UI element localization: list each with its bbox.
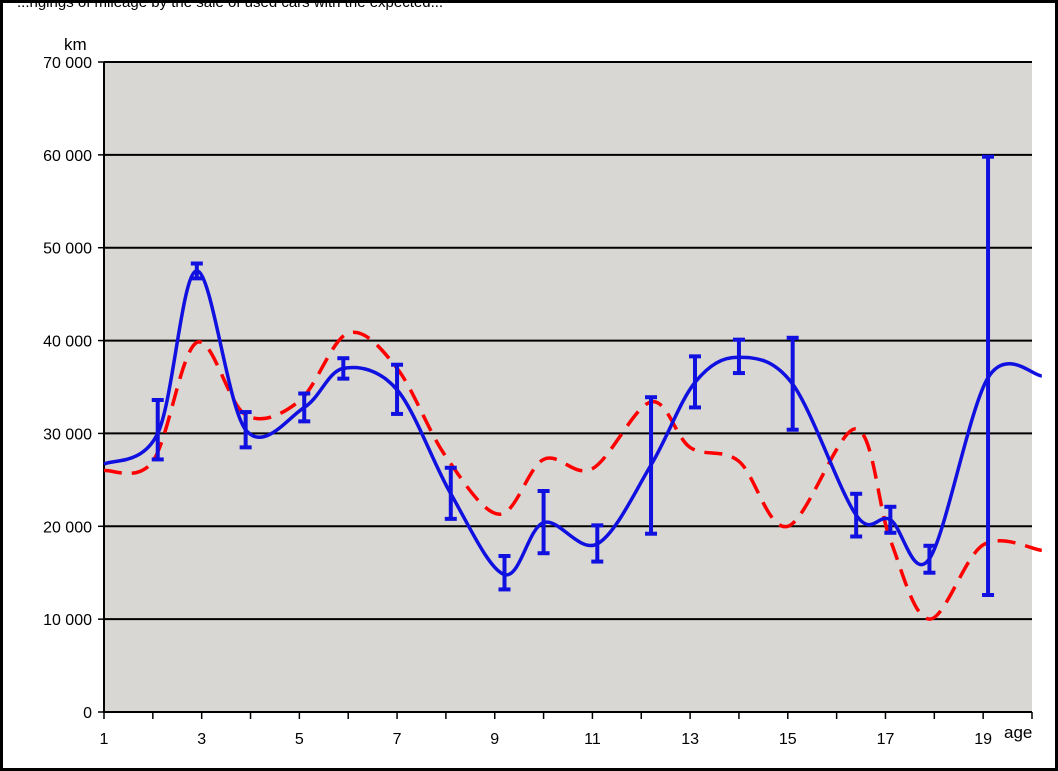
y-tick-label: 70 000 [43, 55, 92, 72]
series-layer [103, 154, 1043, 621]
error-bar [786, 335, 799, 432]
error-bar [732, 337, 745, 376]
chart-header-text: ...ngings of mileage by the sale of used… [17, 0, 444, 11]
x-axis-title: age [1004, 723, 1032, 742]
y-axis-ticks: 0 10 000 20 000 30 000 40 000 50 000 60 000 70 … [43, 55, 104, 722]
y-axis-title: km [64, 35, 87, 54]
grid-lines [104, 61, 1032, 621]
x-tick-label: 15 [779, 731, 797, 748]
y-tick-label: 60 000 [43, 148, 92, 165]
y-tick-label: 30 000 [43, 426, 92, 443]
x-tick-label: 11 [584, 731, 601, 748]
x-tick-label: 3 [197, 731, 206, 748]
error-bar [498, 554, 511, 592]
error-bar [298, 391, 311, 424]
y-tick-label: 20 000 [43, 519, 92, 536]
error-bar [444, 465, 457, 521]
x-tick-label: 1 [100, 731, 109, 748]
error-bar [591, 523, 604, 564]
x-tick-label: 7 [393, 731, 402, 748]
error-bar [688, 354, 701, 410]
error-bar [391, 362, 404, 416]
x-axis-ticks: 1 3 5 7 9 11 13 15 17 19 [100, 712, 1033, 748]
x-tick-label: 17 [877, 731, 895, 748]
y-tick-label: 40 000 [43, 334, 92, 351]
x-tick-label: 5 [295, 731, 304, 748]
error-bar [982, 154, 995, 597]
x-tick-label: 19 [974, 731, 992, 748]
x-tick-label: 9 [490, 731, 499, 748]
y-tick-label: 10 000 [43, 612, 92, 629]
error-bar [337, 356, 350, 381]
error-bar [239, 410, 252, 450]
y-tick-label: 0 [83, 705, 92, 722]
error-bar [151, 398, 164, 462]
x-tick-label: 13 [681, 731, 699, 748]
error-bar [923, 543, 936, 575]
error-bar [645, 395, 658, 536]
y-tick-label: 50 000 [43, 241, 92, 258]
plot-area [104, 62, 1032, 712]
error-bar [850, 491, 863, 539]
error-bar [884, 504, 897, 535]
error-bar [537, 489, 550, 556]
error-bar [190, 261, 203, 281]
